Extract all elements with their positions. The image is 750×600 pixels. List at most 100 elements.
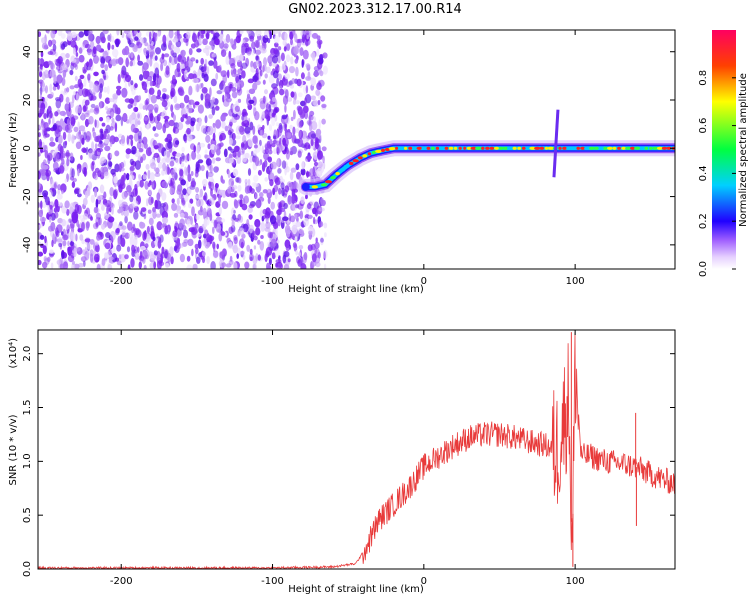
noise-blob (275, 122, 279, 127)
y-tick-label: 0.5 (22, 507, 33, 523)
noise-blob (220, 30, 224, 35)
bottom-y-multiplier: (x10⁴) (8, 338, 19, 369)
noise-blob (133, 99, 137, 107)
noise-blob (90, 103, 96, 109)
noise-blob (255, 30, 262, 37)
noise-blob (112, 48, 119, 58)
noise-blob (247, 78, 254, 84)
noise-blob (205, 45, 210, 50)
noise-blob (222, 94, 225, 103)
noise-blob (185, 38, 189, 47)
noise-blob (131, 89, 136, 96)
noise-blob (81, 44, 85, 51)
noise-blob (114, 150, 120, 157)
noise-blob (118, 163, 122, 173)
noise-blob (125, 173, 130, 181)
noise-blob (161, 180, 168, 188)
noise-blob (130, 258, 135, 268)
noise-blob (39, 86, 43, 95)
noise-blob (191, 150, 197, 160)
noise-blob (314, 241, 320, 249)
noise-blob (137, 30, 140, 33)
ridge-core (521, 146, 526, 150)
noise-blob (38, 152, 41, 157)
noise-blob (170, 104, 174, 112)
noise-blob (220, 218, 226, 223)
x-tick-label: -100 (261, 576, 284, 587)
noise-blob (138, 103, 144, 110)
noise-blob (181, 59, 185, 65)
noise-blob (94, 143, 98, 150)
noise-blob (284, 73, 290, 80)
noise-blob (231, 219, 235, 229)
noise-blob (38, 190, 42, 196)
noise-blob (137, 120, 141, 126)
noise-blob (231, 91, 238, 99)
noise-blob (141, 249, 148, 260)
noise-blob (44, 144, 48, 155)
noise-blob (279, 264, 283, 269)
noise-blob (239, 227, 245, 235)
noise-blob (104, 97, 111, 104)
noise-blob (82, 105, 87, 113)
ridge-core (656, 146, 663, 150)
noise-blob (145, 147, 153, 157)
noise-blob (223, 43, 229, 49)
x-tick-label: 100 (566, 276, 585, 287)
noise-blob (242, 154, 248, 163)
noise-blob (155, 213, 161, 218)
noise-blob (193, 145, 196, 153)
noise-blob (247, 178, 251, 187)
noise-blob (53, 168, 59, 173)
noise-blob (67, 240, 70, 247)
noise-blob (221, 121, 226, 129)
noise-blob (97, 147, 103, 153)
noise-blob (170, 256, 174, 265)
noise-blob (129, 166, 135, 172)
noise-blob (66, 118, 71, 126)
noise-blob (113, 176, 118, 184)
noise-blob (115, 227, 120, 234)
noise-blob (141, 81, 147, 91)
noise-blob (231, 70, 237, 78)
noise-blob (195, 59, 199, 64)
noise-blob (145, 163, 150, 170)
noise-blob (246, 45, 250, 53)
ridge-core (571, 146, 577, 150)
noise-blob (263, 57, 267, 67)
noise-blob (273, 148, 277, 155)
noise-blob (244, 126, 251, 134)
noise-blob (191, 33, 198, 43)
noise-blob (69, 241, 75, 246)
noise-blob (57, 184, 62, 191)
noise-blob (81, 239, 86, 245)
noise-blob (257, 239, 261, 245)
noise-blob (147, 44, 151, 51)
noise-blob (308, 214, 313, 220)
noise-blob (215, 119, 222, 129)
noise-blob (83, 166, 87, 177)
noise-blob (45, 73, 51, 79)
noise-blob (220, 231, 226, 236)
noise-blob (42, 190, 49, 198)
noise-blob (252, 263, 257, 269)
noise-blob (259, 192, 264, 198)
noise-blob (43, 44, 49, 49)
noise-blob (111, 35, 115, 43)
noise-blob (77, 204, 82, 215)
noise-blob (49, 207, 54, 217)
ridge-core (453, 146, 458, 150)
noise-blob (321, 103, 327, 108)
noise-blob (61, 219, 67, 227)
noise-blob (64, 103, 70, 112)
noise-blob (99, 83, 103, 93)
noise-blob (183, 229, 188, 239)
colorbar-tick-label: 0.6 (698, 118, 709, 134)
noise-blob (262, 79, 266, 85)
ridge-core (481, 146, 485, 150)
noise-blob (310, 138, 314, 147)
noise-blob (236, 81, 241, 90)
noise-blob (316, 167, 323, 178)
noise-blob (235, 55, 242, 63)
noise-blob (99, 55, 103, 63)
